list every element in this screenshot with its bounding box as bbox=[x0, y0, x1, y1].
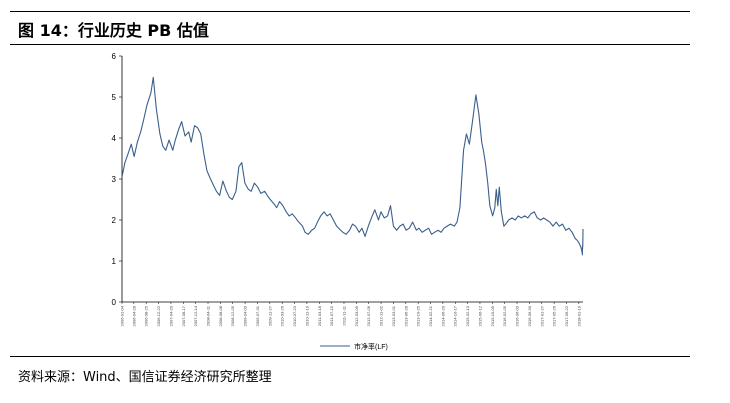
legend: 市净率(LF) bbox=[320, 342, 388, 351]
x-tick-label: 2010-07-23 bbox=[292, 305, 297, 326]
y-tick-label: 2 bbox=[112, 216, 117, 225]
x-tick-label: 2006-01-04 bbox=[120, 305, 125, 326]
y-tick-label: 3 bbox=[112, 175, 117, 184]
x-tick-label: 2008-04-11 bbox=[206, 305, 211, 326]
x-tick-label: 2012-11-02 bbox=[379, 305, 384, 326]
legend-label: 市净率(LF) bbox=[354, 342, 388, 351]
x-tick-label: 2015-06-12 bbox=[477, 305, 482, 326]
x-tick-label: 2007-12-14 bbox=[193, 305, 198, 326]
x-tick-label: 2010-11-19 bbox=[304, 305, 309, 326]
x-tick-label: 2009-11-27 bbox=[267, 305, 272, 326]
title-rule bbox=[10, 44, 690, 45]
x-tick-label: 2013-10-25 bbox=[416, 305, 421, 326]
x-tick-label: 2011-07-15 bbox=[329, 305, 334, 326]
y-tick-label: 6 bbox=[112, 52, 117, 61]
x-tick-label: 2012-03-09 bbox=[354, 305, 359, 326]
x-tick-label: 2015-02-13 bbox=[465, 305, 470, 326]
x-axis-ticks: 2006-01-04 2006-04-28 2006-08-25 2006-12-22… bbox=[120, 302, 581, 326]
x-tick-label: 2016-06-03 bbox=[515, 305, 520, 326]
x-tick-label: 2016-02-05 bbox=[502, 305, 507, 326]
x-tick-label: 2014-06-20 bbox=[440, 305, 445, 326]
x-tick-label: 2007-04-20 bbox=[168, 305, 173, 326]
x-tick-label: 2012-07-06 bbox=[366, 305, 371, 326]
y-axis-ticks: 0 1 2 3 4 5 6 bbox=[112, 52, 122, 307]
x-tick-label: 2006-04-28 bbox=[131, 305, 136, 326]
y-tick-label: 1 bbox=[112, 257, 117, 266]
x-tick-label: 2018-01-19 bbox=[576, 305, 581, 326]
x-tick-label: 2016-09-30 bbox=[527, 305, 532, 326]
x-tick-label: 2014-10-17 bbox=[453, 305, 458, 326]
x-tick-label: 2013-03-01 bbox=[391, 305, 396, 326]
source-note: 资料来源：Wind、国信证券经济研究所整理 bbox=[18, 370, 272, 385]
x-tick-label: 2006-08-25 bbox=[144, 305, 149, 326]
x-tick-label: 2009-07-31 bbox=[255, 305, 260, 326]
x-tick-label: 2017-09-22 bbox=[564, 305, 569, 326]
x-tick-label: 2009-04-03 bbox=[243, 305, 248, 326]
x-tick-label: 2006-12-22 bbox=[156, 305, 161, 326]
x-tick-label: 2007-08-17 bbox=[181, 305, 186, 326]
top-rule bbox=[10, 11, 690, 12]
x-tick-label: 2008-08-08 bbox=[218, 305, 223, 326]
chart-axes bbox=[121, 56, 583, 303]
x-tick-label: 2010-03-26 bbox=[280, 305, 285, 326]
x-tick-label: 2013-06-28 bbox=[403, 305, 408, 326]
bottom-rule bbox=[10, 356, 690, 357]
y-tick-label: 4 bbox=[112, 134, 117, 143]
x-tick-label: 2017-05-26 bbox=[552, 305, 557, 326]
x-tick-label: 2011-03-18 bbox=[317, 305, 322, 326]
series-line-pb bbox=[121, 76, 584, 256]
x-tick-label: 2015-10-09 bbox=[490, 305, 495, 326]
figure-title: 图 14：行业历史 PB 估值 bbox=[18, 21, 209, 40]
x-tick-label: 2011-11-11 bbox=[341, 305, 346, 325]
x-tick-label: 2008-12-05 bbox=[230, 305, 235, 326]
y-tick-label: 5 bbox=[112, 93, 117, 102]
x-tick-label: 2014-02-21 bbox=[428, 305, 433, 326]
y-tick-label: 0 bbox=[112, 298, 117, 307]
x-tick-label: 2017-01-27 bbox=[539, 305, 544, 326]
plot-area bbox=[121, 76, 584, 256]
